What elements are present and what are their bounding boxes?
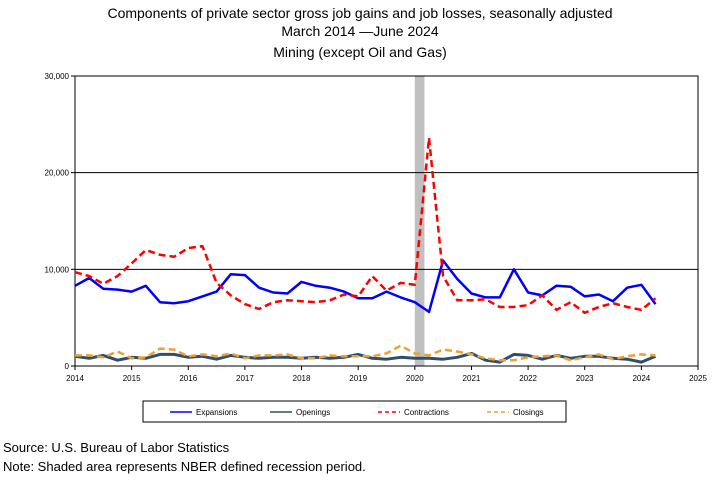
legend-label-openings: Openings	[296, 408, 330, 417]
x-tick-label: 2021	[463, 374, 481, 383]
series-line-expansions	[74, 259, 657, 314]
legend-label-expansions: Expansions	[196, 408, 237, 417]
series-line-closings	[75, 344, 656, 362]
source-note: Source: U.S. Bureau of Labor Statistics	[3, 440, 230, 455]
x-tick-label: 2023	[576, 374, 594, 383]
series-line-contractions	[74, 136, 657, 315]
recession-note: Note: Shaded area represents NBER define…	[3, 459, 366, 474]
y-tick-label: 30,000	[45, 72, 70, 81]
legend-label-contractions: Contractions	[404, 408, 449, 417]
legend-label-closings: Closings	[513, 408, 544, 417]
x-tick-label: 2015	[123, 374, 141, 383]
x-tick-label: 2014	[66, 374, 84, 383]
line-chart: 0 10,000 20,000 30,000 2014 2015 2016 2017 2018…	[45, 72, 707, 423]
x-tick-label: 2020	[406, 374, 424, 383]
recession-shade	[414, 76, 425, 366]
y-tick-label: 0	[65, 362, 70, 371]
x-tick-label: 2017	[236, 374, 254, 383]
chart-subtitle-dates: March 2014 —June 2024	[281, 23, 439, 39]
chart-subtitle-industry: Mining (except Oil and Gas)	[273, 44, 447, 60]
plot-frame	[74, 75, 699, 367]
legend-box	[142, 400, 567, 423]
y-tick-label: 20,000	[45, 169, 70, 178]
x-tick-label: 2018	[293, 374, 311, 383]
y-tick-label: 10,000	[45, 265, 70, 274]
x-tick-label: 2019	[349, 374, 367, 383]
x-tick-label: 2025	[689, 374, 707, 383]
series-line-openings	[74, 351, 657, 364]
x-tick-label: 2024	[632, 374, 650, 383]
x-tick-label: 2016	[179, 374, 197, 383]
x-tick-label: 2022	[519, 374, 537, 383]
chart-title: Components of private sector gross job g…	[107, 5, 613, 21]
